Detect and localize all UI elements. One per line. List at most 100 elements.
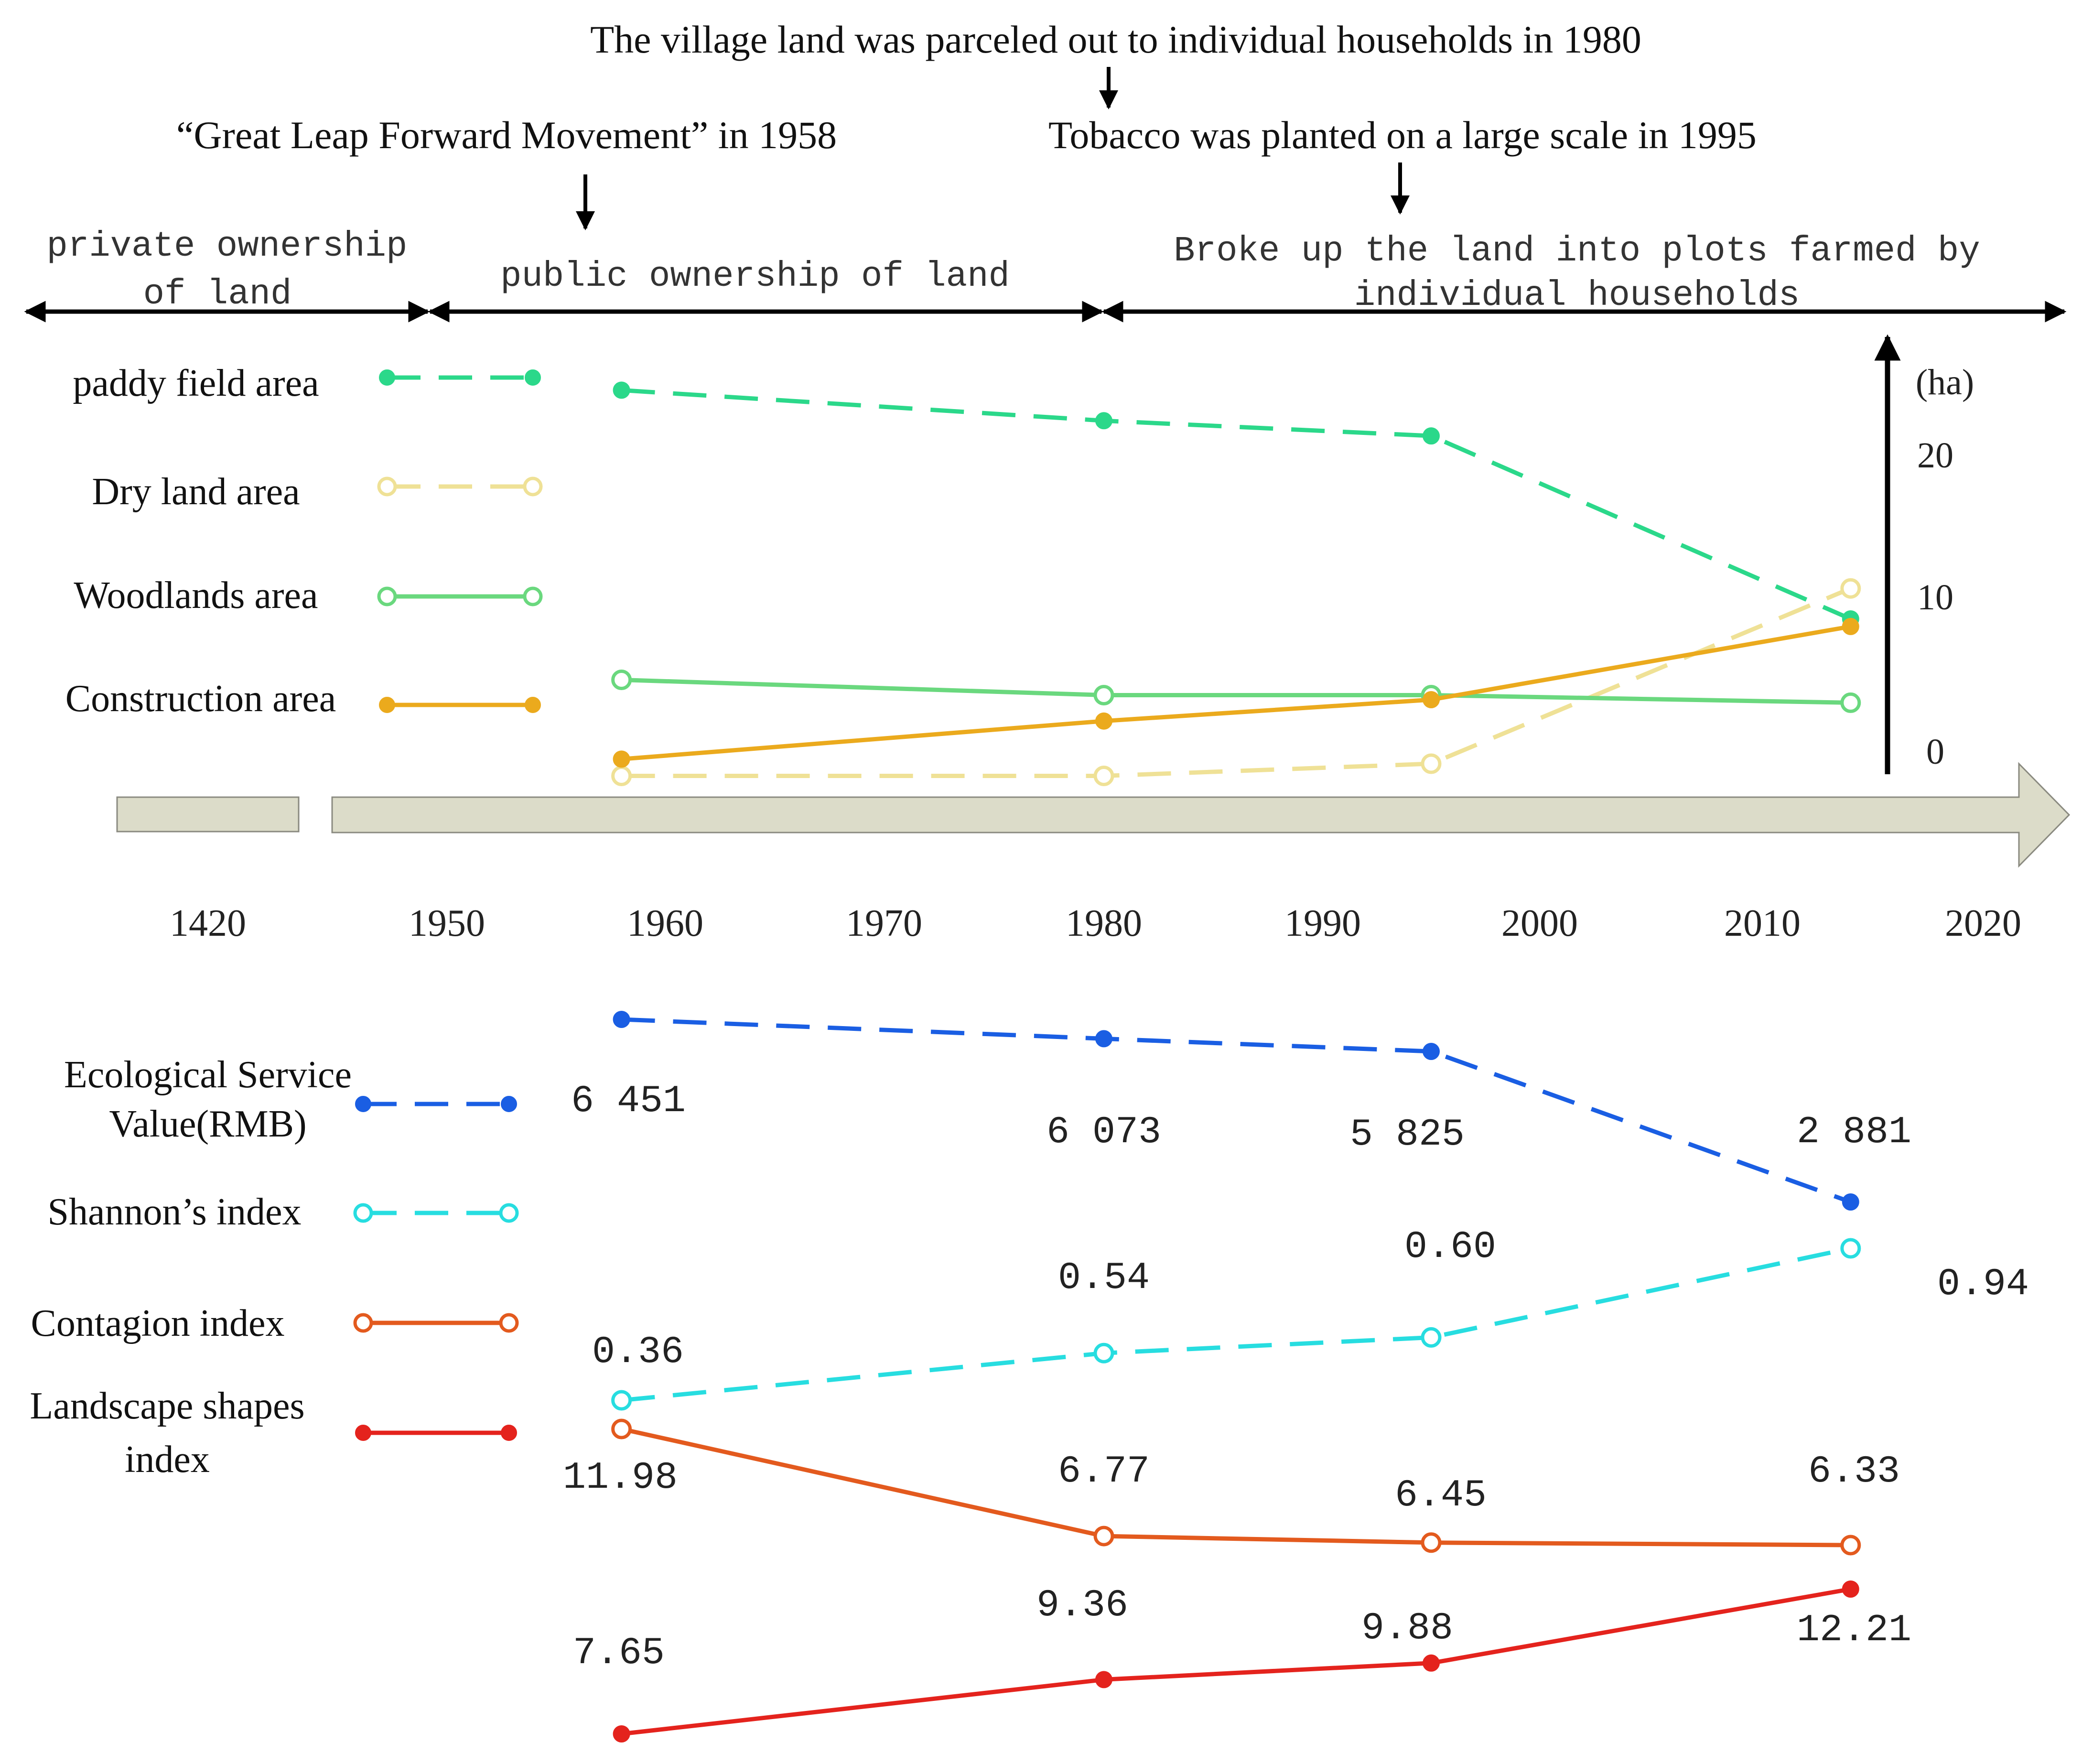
timeline-tick-2020: 2020 [1945, 902, 2021, 944]
y-axis-unit: (ha) [1916, 362, 1974, 402]
timeline-tick-1970: 1970 [846, 902, 922, 944]
legend-label-construction: Construction area [65, 678, 336, 720]
landscape-shapes-index-value-label: 9.88 [1361, 1607, 1453, 1650]
shannon-s-index-point [1093, 1342, 1114, 1364]
annotation-1980: The village land was parceled out to ind… [590, 18, 1641, 61]
construction-area-point [1842, 617, 1859, 635]
ecological-service-value-rmb-legend-marker [355, 1096, 371, 1112]
legend-label-paddy: paddy field area [73, 362, 319, 404]
construction-area-point [1095, 712, 1112, 730]
contagion-index-value-label: 11.98 [563, 1456, 678, 1500]
construction-area-point [1423, 691, 1440, 708]
legend-label-dry: Dry land area [92, 471, 300, 513]
contagion-index-value-label: 6.45 [1395, 1474, 1487, 1517]
legend-label-esv-line1: Ecological Service [64, 1054, 352, 1096]
timeline-tick-2010: 2010 [1724, 902, 1801, 944]
ecological-service-value-rmb-value-label: 2 881 [1797, 1111, 1911, 1154]
dry-land-area-point [1840, 578, 1861, 599]
legend-label-contagion: Contagion index [31, 1302, 284, 1344]
ecological-service-value-rmb-point [1842, 1193, 1859, 1211]
paddy-field-area-line [621, 388, 1852, 621]
paddy-field-area-legend-marker [525, 369, 541, 386]
contagion-index-legend-marker [499, 1313, 519, 1333]
shannon-s-index-value-label: 0.36 [592, 1331, 684, 1374]
timeline-tick-1980: 1980 [1066, 902, 1142, 944]
shannon-s-index-value-label: 0.60 [1404, 1225, 1496, 1269]
woodlands-area-point [611, 670, 632, 690]
timeline-tick-2000: 2000 [1501, 902, 1578, 944]
construction-area-legend-marker [525, 697, 541, 713]
timeline-bar-main [331, 762, 2071, 868]
paddy-field-area-point [1423, 427, 1440, 445]
paddy-field-area-legend-marker [379, 369, 395, 386]
shannon-s-index-point [1421, 1327, 1442, 1348]
contagion-index-point [611, 1418, 632, 1439]
shannon-s-index-point [1840, 1238, 1861, 1259]
contagion-index-line [621, 1427, 1851, 1548]
contagion-index-point [1840, 1535, 1861, 1556]
landscape-shapes-index-value-label: 12.21 [1797, 1609, 1911, 1652]
legend-label-shannon: Shannon’s index [47, 1191, 301, 1233]
period-label-private-line1: private ownership [47, 227, 408, 267]
ecological-service-value-rmb-point [1095, 1030, 1112, 1048]
value-labels: 6 451 6 073 5 825 2 881 0.36 0.54 0.60 0.94 11.9… [563, 1080, 2029, 1675]
landscape-shapes-index-point [613, 1725, 630, 1742]
period-label-household-line1: Broke up the land into plots farmed by [1174, 231, 1980, 271]
paddy-field-area-point [1095, 412, 1112, 430]
timeline-tick-1990: 1990 [1284, 902, 1361, 944]
legend-label-lsi-line1: Landscape shapes [30, 1385, 304, 1427]
landscape-shapes-index-point [1423, 1654, 1440, 1672]
legend-label-esv-line2: Value(RMB) [109, 1103, 306, 1145]
dry-land-area-legend-marker [377, 476, 397, 497]
landscape-shapes-index-legend-marker [355, 1425, 371, 1441]
shannon-s-index-value-label: 0.94 [1937, 1263, 2029, 1306]
ecological-service-value-rmb-point [1423, 1043, 1440, 1060]
ecological-service-value-rmb-value-label: 6 451 [571, 1080, 686, 1123]
dry-land-area-line [621, 586, 1852, 778]
landscape-shapes-index-point [1842, 1580, 1859, 1598]
shannon-s-index-point [611, 1390, 632, 1411]
legend-samples [353, 369, 543, 1441]
timeline-bar-early [116, 796, 300, 833]
annotation-1995: Tobacco was planted on a large scale in … [1048, 113, 1757, 157]
period-label-public: public ownership of land [500, 257, 1010, 297]
shannon-s-index-legend-marker [353, 1203, 373, 1223]
shannon-s-index-line [621, 1246, 1851, 1403]
contagion-index-legend-marker [353, 1313, 373, 1333]
ecological-service-value-rmb-legend-marker [501, 1096, 517, 1112]
legend-label-lsi-line2: index [125, 1439, 210, 1481]
construction-area-point [613, 750, 630, 768]
woodlands-area-legend-marker [377, 586, 397, 606]
annotation-1958: “Great Leap Forward Movement” in 1958 [176, 113, 837, 157]
woodlands-area-point [1093, 685, 1114, 705]
contagion-index-value-label: 6.33 [1808, 1450, 1900, 1493]
timeline-tick-1960: 1960 [627, 902, 703, 944]
dry-land-area-point [1421, 753, 1442, 774]
landscape-shapes-index-legend-marker [501, 1425, 517, 1441]
y-tick-10: 10 [1917, 577, 1953, 617]
contagion-index-point [1421, 1532, 1442, 1553]
timeline-tick-1420: 1420 [170, 902, 246, 944]
ecological-service-value-rmb-point [613, 1011, 630, 1028]
landscape-shapes-index-value-label: 7.65 [573, 1632, 665, 1675]
period-label-private-line2: of land [143, 274, 292, 314]
timeline-tick-1950: 1950 [409, 902, 485, 944]
woodlands-area-legend-marker [523, 586, 543, 606]
legend-label-woodlands: Woodlands area [74, 574, 318, 617]
ecological-service-value-rmb-value-label: 5 825 [1350, 1113, 1465, 1157]
paddy-field-area-point [613, 381, 630, 399]
dry-land-area-point [1093, 766, 1114, 786]
ecological-service-value-rmb-line [621, 1017, 1852, 1204]
shannon-s-index-value-label: 0.54 [1058, 1256, 1150, 1300]
series-layer [611, 381, 1861, 1742]
contagion-index-point [1093, 1526, 1114, 1547]
woodlands-area-point [1840, 692, 1861, 713]
construction-area-line [621, 624, 1851, 761]
landscape-shapes-index-point [1095, 1671, 1112, 1688]
shannon-s-index-legend-marker [499, 1203, 519, 1223]
dry-land-area-legend-marker [523, 476, 543, 497]
y-tick-0: 0 [1926, 732, 1944, 772]
dry-land-area-point [611, 766, 632, 786]
woodlands-area-line [621, 678, 1851, 705]
construction-area-legend-marker [379, 697, 395, 713]
